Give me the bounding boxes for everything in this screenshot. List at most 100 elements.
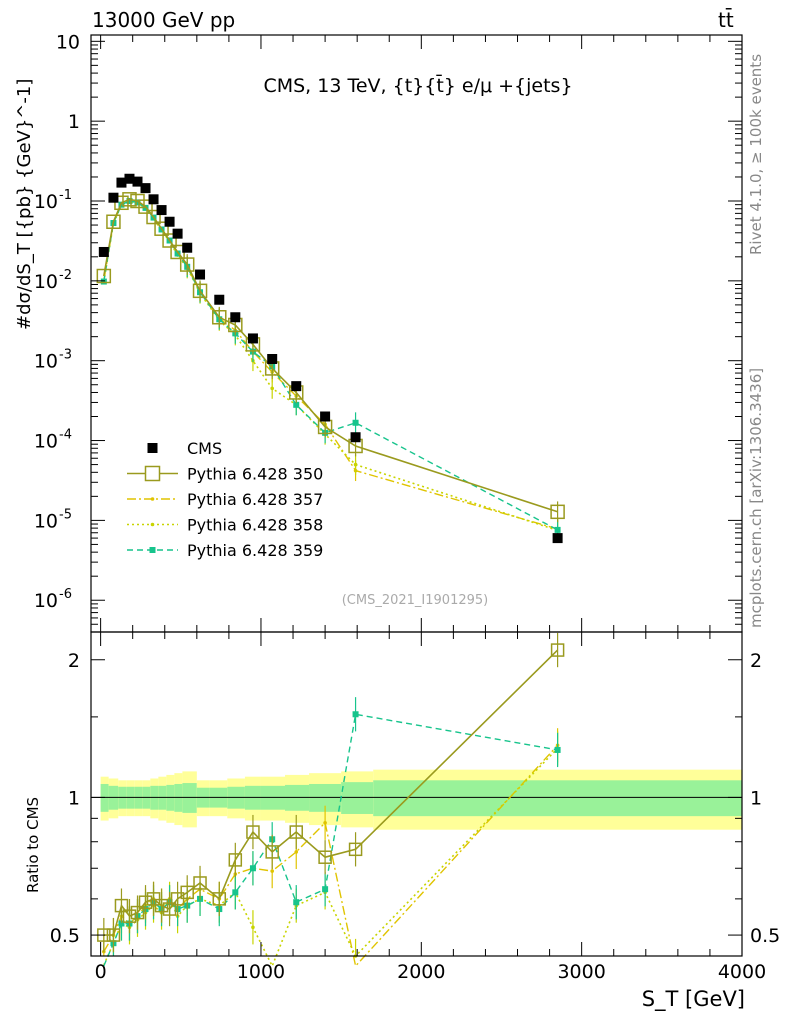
- marker-p358: [353, 462, 358, 467]
- ratio-marker-p350: [228, 853, 243, 867]
- y-tick-base: 10: [34, 431, 58, 453]
- cms-data-point: [552, 533, 563, 544]
- y-tick-exponent: -3: [59, 348, 72, 363]
- analysis-id: (CMS_2021_I1901295): [342, 593, 489, 608]
- ratio-line-p359: [103, 713, 558, 967]
- y-tick-base: 10: [34, 271, 58, 293]
- ratio-marker-p357: [270, 869, 274, 873]
- y-tick-base: 10: [34, 191, 58, 213]
- marker-p350: [212, 310, 227, 325]
- y-tick-label: 10 -5: [34, 507, 72, 532]
- cms-data-point: [98, 246, 109, 257]
- ratio-marker-p350: [154, 898, 169, 913]
- ratio-marker-p350: [114, 898, 129, 913]
- marker-p350: [96, 268, 112, 284]
- line-p358: [103, 200, 558, 532]
- main-y-axis-label: #dσ/dS_T [{pb} {GeV}^-1]: [14, 79, 35, 330]
- cms-data-point: [195, 269, 206, 280]
- cms-data-point: [156, 205, 167, 216]
- marker-p350: [192, 283, 208, 299]
- marker-p350: [138, 199, 153, 214]
- marker-p358: [270, 386, 274, 391]
- ratio-marker-p357: [294, 850, 299, 854]
- y-tick-label: 1: [68, 111, 80, 133]
- marker-p350: [550, 504, 565, 520]
- ratio-y-tick-label-right: 2: [750, 650, 762, 672]
- line-p357: [103, 200, 558, 530]
- ratio-marker-p359: [249, 865, 256, 872]
- y-tick-base: 10: [34, 351, 58, 373]
- y-tick-base: 10: [34, 590, 58, 612]
- ratio-marker-p359: [352, 711, 359, 718]
- marker-p350: [130, 193, 145, 209]
- ratio-marker-p357: [323, 821, 327, 825]
- ratio-marker-p359: [322, 886, 329, 893]
- x-axis-label: S_T [GeV]: [642, 987, 745, 1012]
- ratio-marker-p350: [212, 892, 227, 906]
- marker-p350: [162, 233, 177, 248]
- ratio-y-tick-label: 1: [68, 787, 80, 809]
- x-tick-label: 2000: [397, 961, 445, 983]
- ratio-y-axis-label: Ratio to CMS: [24, 797, 42, 893]
- cms-data-point: [124, 173, 135, 184]
- ratio-y-tick-label: 0.5: [50, 925, 80, 947]
- y-tick-label: 10 -6: [34, 587, 72, 612]
- marker-p359: [134, 199, 141, 206]
- cms-data-point: [140, 183, 151, 194]
- marker-p359: [352, 419, 359, 426]
- rivet-label: Rivet 4.1.0, ≥ 100k events: [747, 54, 765, 255]
- ratio-marker-p350: [289, 825, 303, 839]
- y-tick-label: 10 -4: [34, 428, 72, 453]
- cms-data-point: [182, 242, 193, 253]
- legend: CMS Pythia 6.428 350 Pythia 6.428 357 Pythi…: [127, 439, 323, 560]
- cms-data-point: [172, 228, 183, 239]
- x-tick-label: 4000: [718, 961, 766, 983]
- legend-marker-cms: [147, 443, 158, 453]
- legend-label: Pythia 6.428 358: [187, 516, 323, 535]
- marker-p359: [293, 401, 300, 408]
- uncertainty-band-inner: [182, 783, 197, 813]
- ratio-marker-p350: [550, 643, 565, 657]
- legend-marker-p358: [150, 522, 155, 527]
- ratio-frame: [90, 631, 743, 957]
- legend-label: Pythia 6.428 357: [187, 490, 323, 509]
- ratio-y-tick-label-right: 1: [750, 787, 762, 809]
- marker-p359: [126, 198, 133, 205]
- ratio-marker-p350: [138, 895, 153, 909]
- ratio-marker-p350: [130, 905, 145, 920]
- energy-label: 13000 GeV pp: [92, 8, 235, 32]
- marker-p350: [122, 192, 137, 207]
- cms-data-point: [267, 354, 278, 365]
- marker-p350: [179, 257, 195, 272]
- y-tick-exponent: -5: [59, 507, 72, 522]
- cms-data-point: [108, 192, 119, 203]
- legend-label: Pythia 6.428 350: [187, 465, 323, 484]
- x-tick-label: 0: [95, 961, 107, 983]
- y-tick-exponent: -6: [59, 587, 72, 602]
- ratio-marker-p350: [265, 845, 279, 859]
- x-tick-label: 3000: [557, 961, 605, 983]
- uncertainty-band-inner: [341, 782, 374, 814]
- ratio-marker-p359: [118, 920, 125, 927]
- ratio-marker-p350: [318, 850, 332, 864]
- marker-p359: [554, 526, 561, 533]
- x-tick-label: 1000: [237, 961, 285, 983]
- marker-p350: [106, 214, 121, 229]
- ratio-marker-p350: [348, 842, 363, 857]
- ratio-marker-p359: [232, 889, 239, 896]
- legend-marker-p357: [150, 497, 155, 501]
- process-label: tt̄: [718, 7, 734, 32]
- ratio-y-tick-label-right: 0.5: [750, 925, 780, 947]
- cms-data-point: [350, 432, 361, 443]
- cms-data-point: [291, 381, 302, 392]
- cms-data-point: [116, 177, 127, 188]
- legend-marker-p359: [149, 547, 156, 553]
- ratio-marker-p359: [554, 746, 561, 753]
- uncertainty-band-inner: [373, 780, 742, 817]
- ratio-marker-p350: [106, 928, 121, 942]
- marker-p350: [114, 195, 129, 211]
- ratio-marker-p358: [251, 925, 255, 930]
- y-tick-exponent: -1: [59, 188, 72, 203]
